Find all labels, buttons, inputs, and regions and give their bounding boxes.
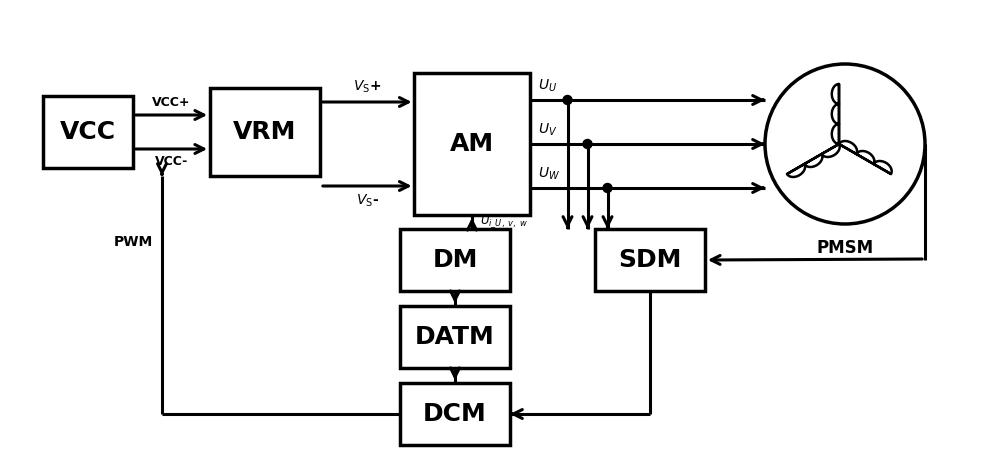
Text: $V_{\rm S}$+: $V_{\rm S}$+ — [353, 79, 381, 95]
Circle shape — [765, 64, 925, 224]
Text: VRM: VRM — [233, 120, 297, 144]
Circle shape — [583, 140, 592, 148]
Text: $U_W$: $U_W$ — [538, 165, 560, 182]
FancyBboxPatch shape — [414, 73, 530, 215]
Text: $U_{i\_U,\ v,\ w}$: $U_{i\_U,\ v,\ w}$ — [480, 213, 528, 231]
Text: AM: AM — [450, 132, 494, 156]
Text: $U_V$: $U_V$ — [538, 122, 557, 138]
FancyBboxPatch shape — [210, 88, 320, 176]
Text: PWM: PWM — [114, 235, 153, 249]
Circle shape — [563, 96, 572, 104]
Text: DCM: DCM — [423, 402, 487, 426]
FancyBboxPatch shape — [400, 383, 510, 445]
FancyBboxPatch shape — [595, 229, 705, 291]
Text: DM: DM — [432, 248, 478, 272]
Circle shape — [603, 183, 612, 193]
Text: PMSM: PMSM — [816, 239, 874, 257]
Text: DATM: DATM — [415, 325, 495, 349]
Text: $V_{\rm S}$-: $V_{\rm S}$- — [356, 193, 379, 209]
Text: $U_U$: $U_U$ — [538, 78, 557, 94]
Text: VCC: VCC — [60, 120, 116, 144]
Text: SDM: SDM — [618, 248, 682, 272]
Text: VCC-: VCC- — [155, 155, 188, 168]
Text: VCC+: VCC+ — [152, 96, 191, 109]
FancyBboxPatch shape — [43, 96, 133, 168]
FancyBboxPatch shape — [400, 229, 510, 291]
FancyBboxPatch shape — [400, 306, 510, 368]
